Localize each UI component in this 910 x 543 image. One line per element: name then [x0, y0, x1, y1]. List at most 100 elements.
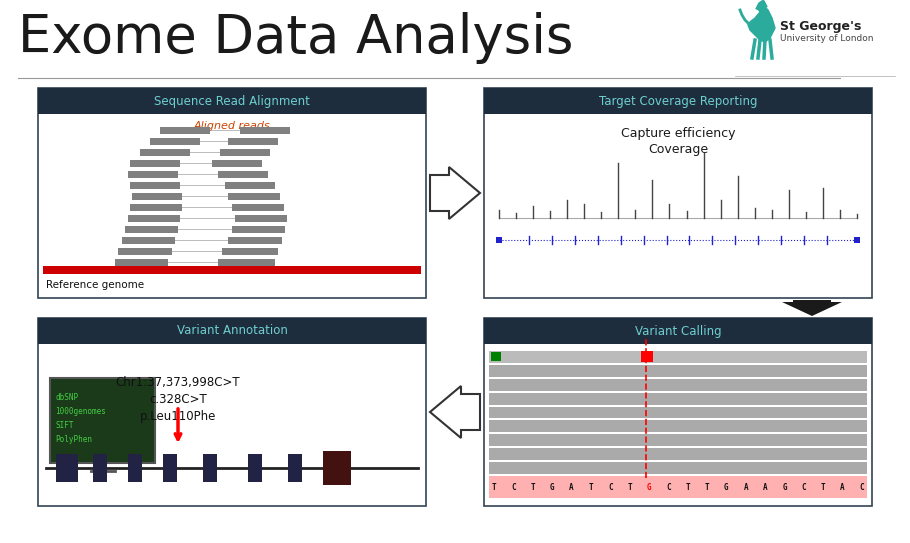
FancyBboxPatch shape	[38, 88, 426, 114]
FancyBboxPatch shape	[489, 393, 867, 405]
Text: PolyPhen: PolyPhen	[55, 435, 92, 444]
Text: T: T	[531, 483, 535, 491]
Polygon shape	[748, 5, 775, 42]
Text: Coverage: Coverage	[648, 143, 708, 156]
FancyBboxPatch shape	[220, 148, 270, 155]
FancyBboxPatch shape	[160, 127, 210, 134]
FancyBboxPatch shape	[489, 448, 867, 460]
FancyBboxPatch shape	[489, 434, 867, 446]
FancyBboxPatch shape	[641, 351, 653, 362]
FancyBboxPatch shape	[854, 237, 860, 243]
FancyBboxPatch shape	[225, 181, 275, 188]
FancyBboxPatch shape	[489, 351, 867, 363]
Text: Chr1:37,373,998C>T: Chr1:37,373,998C>T	[116, 376, 240, 389]
FancyBboxPatch shape	[118, 248, 172, 255]
FancyBboxPatch shape	[232, 225, 285, 232]
FancyBboxPatch shape	[228, 193, 280, 199]
FancyBboxPatch shape	[222, 248, 278, 255]
Text: C: C	[511, 483, 516, 491]
FancyBboxPatch shape	[128, 454, 142, 482]
FancyBboxPatch shape	[38, 88, 426, 298]
Text: C: C	[608, 483, 612, 491]
FancyBboxPatch shape	[140, 148, 190, 155]
FancyBboxPatch shape	[50, 378, 155, 463]
Text: c.328C>T: c.328C>T	[149, 393, 207, 406]
Text: Target Coverage Reporting: Target Coverage Reporting	[599, 94, 757, 108]
Text: University of London: University of London	[780, 34, 874, 43]
Polygon shape	[430, 386, 480, 438]
Text: Exome Data Analysis: Exome Data Analysis	[18, 12, 573, 64]
FancyBboxPatch shape	[248, 454, 262, 482]
Text: A: A	[763, 483, 767, 491]
Text: T: T	[491, 483, 496, 491]
FancyBboxPatch shape	[218, 171, 268, 178]
FancyBboxPatch shape	[489, 462, 867, 474]
FancyBboxPatch shape	[56, 454, 78, 482]
FancyBboxPatch shape	[212, 160, 262, 167]
FancyBboxPatch shape	[150, 137, 200, 144]
FancyBboxPatch shape	[130, 160, 180, 167]
Text: G: G	[724, 483, 729, 491]
FancyBboxPatch shape	[232, 204, 284, 211]
FancyBboxPatch shape	[93, 454, 107, 482]
FancyBboxPatch shape	[122, 237, 175, 243]
FancyBboxPatch shape	[491, 352, 501, 361]
Text: A: A	[743, 483, 748, 491]
FancyBboxPatch shape	[128, 214, 180, 222]
FancyBboxPatch shape	[496, 237, 502, 243]
FancyArrow shape	[782, 300, 842, 316]
Polygon shape	[430, 167, 480, 219]
Text: G: G	[783, 483, 787, 491]
FancyBboxPatch shape	[163, 454, 177, 482]
Text: Sequence Read Alignment: Sequence Read Alignment	[154, 94, 310, 108]
FancyBboxPatch shape	[288, 454, 302, 482]
Text: A: A	[840, 483, 845, 491]
FancyBboxPatch shape	[489, 420, 867, 432]
Text: C: C	[802, 483, 806, 491]
FancyBboxPatch shape	[484, 88, 872, 114]
FancyBboxPatch shape	[489, 365, 867, 377]
Text: p.Leu110Phe: p.Leu110Phe	[140, 410, 217, 423]
FancyBboxPatch shape	[38, 318, 426, 506]
Text: T: T	[589, 483, 593, 491]
FancyBboxPatch shape	[489, 476, 867, 498]
FancyBboxPatch shape	[132, 193, 182, 199]
Text: G: G	[550, 483, 554, 491]
FancyBboxPatch shape	[484, 88, 872, 298]
FancyBboxPatch shape	[489, 407, 867, 419]
Text: St George's: St George's	[780, 20, 862, 33]
Text: Reference genome: Reference genome	[46, 280, 144, 290]
FancyBboxPatch shape	[228, 137, 278, 144]
Text: C: C	[666, 483, 671, 491]
FancyBboxPatch shape	[130, 181, 180, 188]
FancyBboxPatch shape	[128, 171, 178, 178]
Text: SIFT: SIFT	[55, 421, 74, 430]
Text: Capture efficiency: Capture efficiency	[621, 127, 735, 140]
FancyBboxPatch shape	[228, 237, 282, 243]
Text: 1000genomes: 1000genomes	[55, 407, 106, 416]
Text: T: T	[704, 483, 710, 491]
FancyBboxPatch shape	[218, 258, 275, 266]
FancyBboxPatch shape	[240, 127, 290, 134]
FancyBboxPatch shape	[323, 451, 351, 485]
FancyBboxPatch shape	[115, 258, 168, 266]
Text: Variant Calling: Variant Calling	[634, 325, 722, 338]
Text: Aligned reads: Aligned reads	[194, 121, 270, 131]
Text: A: A	[569, 483, 574, 491]
Text: T: T	[821, 483, 825, 491]
FancyBboxPatch shape	[203, 454, 217, 482]
Text: T: T	[627, 483, 632, 491]
Text: G: G	[647, 483, 652, 491]
FancyBboxPatch shape	[484, 318, 872, 344]
Text: dbSNP: dbSNP	[55, 393, 78, 402]
FancyBboxPatch shape	[125, 225, 178, 232]
FancyBboxPatch shape	[484, 318, 872, 506]
FancyBboxPatch shape	[43, 266, 421, 274]
Text: Variant Annotation: Variant Annotation	[177, 325, 288, 338]
FancyBboxPatch shape	[235, 214, 287, 222]
Text: T: T	[685, 483, 690, 491]
FancyBboxPatch shape	[130, 204, 182, 211]
Text: C: C	[860, 483, 864, 491]
FancyBboxPatch shape	[489, 379, 867, 390]
FancyBboxPatch shape	[38, 318, 426, 344]
